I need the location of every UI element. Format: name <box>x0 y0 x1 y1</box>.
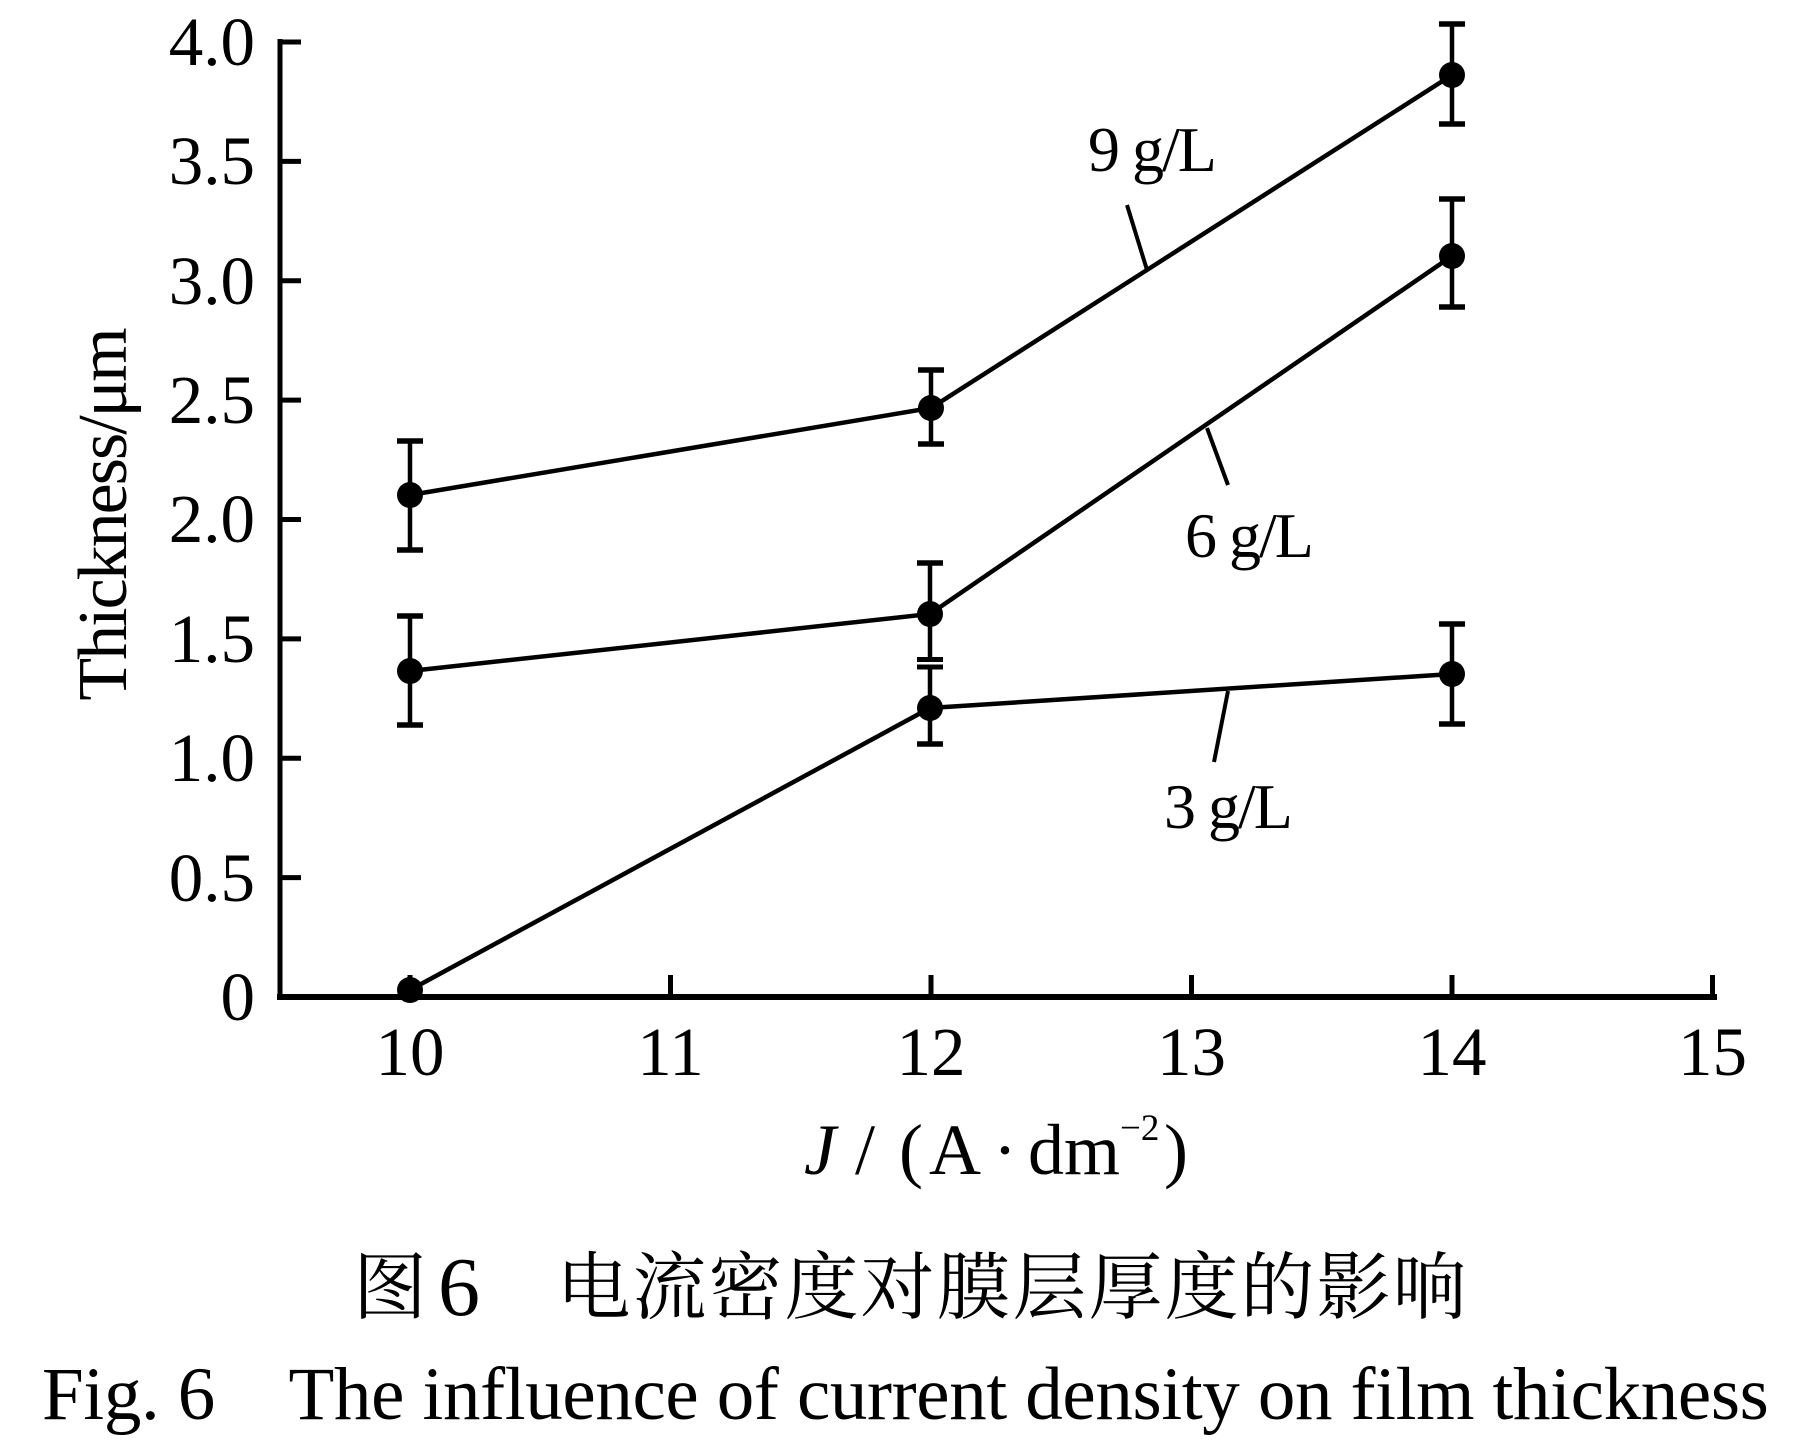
svg-text:0.5: 0.5 <box>169 840 255 916</box>
svg-text:4.0: 4.0 <box>169 4 255 80</box>
svg-text:10: 10 <box>376 1014 445 1090</box>
svg-text:(: ( <box>899 1110 923 1190</box>
svg-text:15: 15 <box>1678 1014 1747 1090</box>
svg-text:−2: −2 <box>1120 1108 1159 1149</box>
svg-text:J: J <box>804 1110 839 1190</box>
svg-text:14: 14 <box>1418 1014 1487 1090</box>
svg-text:2.5: 2.5 <box>169 362 255 438</box>
svg-text:/: / <box>855 1110 875 1190</box>
svg-text:3.5: 3.5 <box>169 123 255 199</box>
svg-text:·: · <box>993 1110 1017 1190</box>
svg-text:6: 6 <box>438 1241 480 1334</box>
svg-text:13: 13 <box>1157 1014 1226 1090</box>
svg-text:dm: dm <box>1028 1110 1120 1190</box>
svg-text:6 g/L: 6 g/L <box>1185 500 1312 571</box>
svg-text:11: 11 <box>637 1014 703 1090</box>
svg-text:12: 12 <box>897 1014 966 1090</box>
svg-text:1.0: 1.0 <box>169 720 255 796</box>
svg-text:Thickness/μm: Thickness/μm <box>65 328 142 701</box>
svg-text:): ) <box>1164 1110 1188 1190</box>
svg-text:3.0: 3.0 <box>169 243 255 319</box>
svg-text:1.5: 1.5 <box>169 601 255 677</box>
svg-text:2.0: 2.0 <box>169 481 255 557</box>
svg-text:9 g/L: 9 g/L <box>1088 114 1215 185</box>
svg-text:3 g/L: 3 g/L <box>1164 771 1291 842</box>
svg-text:0: 0 <box>221 959 256 1035</box>
svg-text:Fig. 6 The influence of cur: Fig. 6 The influence of current density … <box>42 1353 1769 1436</box>
svg-text:A: A <box>929 1110 981 1190</box>
